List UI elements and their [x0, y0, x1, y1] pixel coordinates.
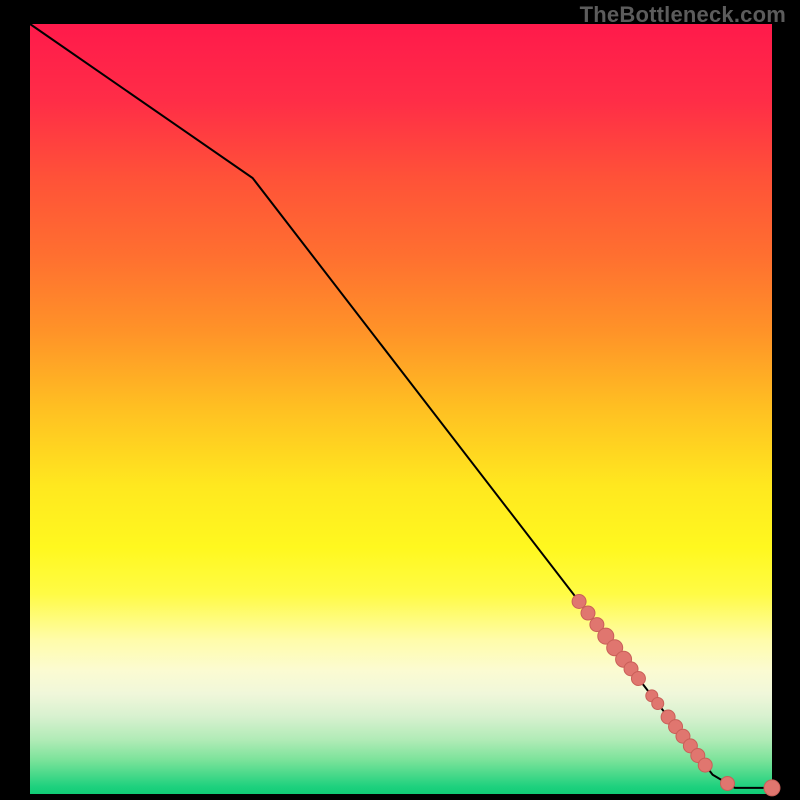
data-marker	[720, 776, 734, 790]
data-marker	[572, 595, 586, 609]
data-marker	[631, 672, 645, 686]
data-marker	[698, 758, 712, 772]
plot-background	[30, 24, 772, 794]
watermark-text: TheBottleneck.com	[580, 2, 786, 28]
data-marker	[764, 780, 780, 796]
data-marker	[652, 698, 664, 710]
bottleneck-chart	[0, 0, 800, 800]
data-marker	[581, 606, 595, 620]
